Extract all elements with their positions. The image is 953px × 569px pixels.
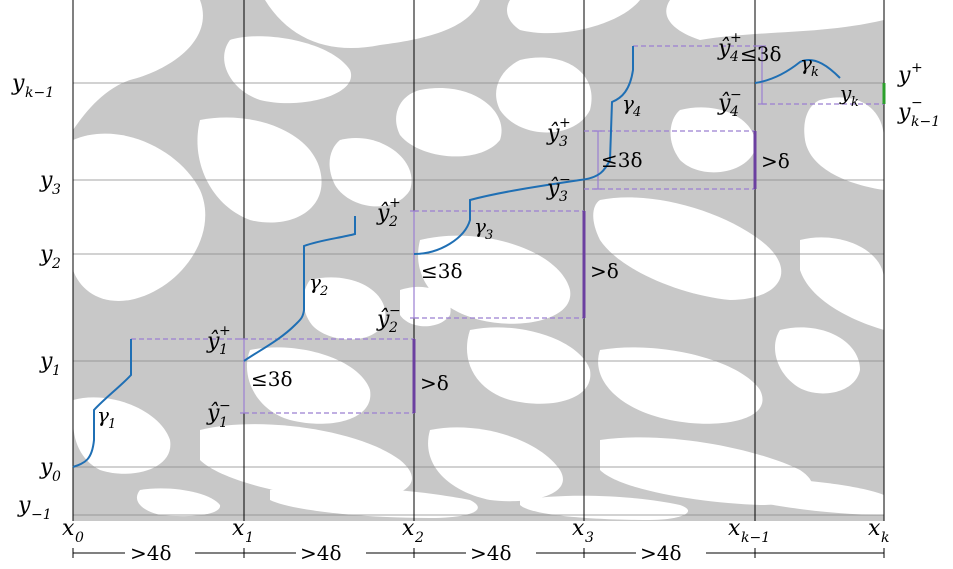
y-axis-labels: y k−1 y 3 y 2 y 1 y 0 y −1 (11, 71, 61, 523)
svg-text:ŷ: ŷ (376, 307, 390, 332)
small-brackets (240, 45, 766, 414)
label-x0: x (62, 516, 75, 541)
dashed-projections (131, 45, 884, 414)
gt-delta-labels: >δ >δ >δ (420, 149, 790, 395)
label-x-km1: x (728, 516, 741, 541)
svg-text:>4δ: >4δ (300, 541, 342, 565)
gap-brackets (412, 131, 757, 413)
svg-text:k: k (851, 95, 859, 110)
svg-text:4: 4 (729, 49, 739, 65)
svg-text:≤3δ: ≤3δ (740, 42, 782, 66)
svg-text:≤3δ: ≤3δ (421, 259, 463, 283)
svg-text:3: 3 (559, 134, 568, 150)
svg-text:>δ: >δ (590, 259, 619, 283)
svg-text:−: − (559, 172, 571, 188)
svg-text:+: + (389, 195, 401, 211)
horizontal-grid (73, 82, 884, 516)
svg-text:y: y (897, 100, 911, 125)
svg-text:4: 4 (632, 105, 641, 120)
svg-text:>δ: >δ (761, 149, 790, 173)
svg-text:≤3δ: ≤3δ (601, 148, 643, 172)
svg-text:+: + (559, 115, 571, 131)
label-y-km1: y (11, 71, 25, 96)
svg-text:>4δ: >4δ (640, 541, 682, 565)
gt-4delta-labels: >4δ >4δ >4δ >4δ (130, 541, 682, 565)
svg-text:4: 4 (729, 104, 739, 120)
svg-text:>4δ: >4δ (470, 541, 512, 565)
svg-text:0: 0 (52, 469, 61, 485)
svg-text:k−1: k−1 (741, 530, 770, 546)
svg-text:−: − (730, 87, 742, 103)
svg-text:ŷ: ŷ (717, 91, 731, 116)
svg-text:3: 3 (585, 530, 594, 546)
svg-text:3: 3 (52, 182, 61, 198)
svg-text:2: 2 (388, 214, 398, 230)
svg-text:−: − (911, 95, 923, 111)
label-y0: y (39, 455, 53, 480)
svg-text:1: 1 (108, 417, 116, 432)
svg-text:ŷ: ŷ (206, 329, 220, 354)
svg-text:k−1: k−1 (25, 85, 54, 101)
svg-text:γ: γ (800, 51, 812, 75)
svg-text:+: + (730, 30, 742, 46)
svg-text:1: 1 (245, 530, 254, 546)
svg-text:−: − (389, 303, 401, 319)
svg-text:0: 0 (75, 530, 84, 546)
svg-text:1: 1 (219, 415, 228, 431)
svg-text:ŷ: ŷ (376, 201, 390, 226)
svg-text:y: y (839, 81, 852, 105)
svg-text:>4δ: >4δ (130, 541, 172, 565)
gamma-2-curve (243, 216, 356, 362)
svg-text:3: 3 (485, 228, 493, 243)
svg-text:γ: γ (622, 91, 634, 115)
x-axis-labels: x 0 x 1 x 2 x 3 x k−1 x k (62, 516, 889, 546)
svg-text:>δ: >δ (420, 371, 449, 395)
svg-text:2: 2 (51, 256, 61, 272)
label-xk: x (868, 516, 881, 541)
svg-text:k: k (811, 65, 819, 80)
gamma-curves (72, 46, 841, 468)
svg-text:2: 2 (414, 530, 424, 546)
svg-text:k: k (881, 530, 889, 546)
svg-text:1: 1 (52, 363, 61, 379)
gamma-3-curve (413, 46, 634, 255)
svg-text:ŷ: ŷ (206, 401, 220, 426)
svg-text:ŷ: ŷ (717, 36, 731, 61)
label-x2: x (402, 516, 415, 541)
svg-text:ŷ: ŷ (546, 176, 560, 201)
yhat-labels: ŷ 1+ ŷ 1− ŷ 2+ ŷ 2− ŷ 3+ ŷ 3− ŷ 4+ ŷ 4− (206, 30, 742, 431)
white-region (73, 0, 884, 520)
svg-text:k−1: k−1 (911, 114, 940, 130)
svg-text:−1: −1 (31, 507, 52, 523)
svg-text:2: 2 (319, 284, 328, 299)
label-y-m1: y (17, 493, 31, 518)
svg-text:2: 2 (388, 320, 398, 336)
label-y2: y (39, 242, 53, 267)
svg-text:≤3δ: ≤3δ (251, 367, 293, 391)
le3delta-labels: ≤3δ ≤3δ ≤3δ ≤3δ (251, 42, 782, 391)
svg-text:1: 1 (219, 342, 228, 358)
gamma-1-curve (72, 339, 132, 468)
svg-text:γ: γ (97, 403, 109, 427)
svg-text:γ: γ (309, 270, 321, 294)
label-x1: x (232, 516, 245, 541)
svg-text:ŷ: ŷ (546, 121, 560, 146)
label-y3: y (39, 168, 53, 193)
bottom-spacing (72, 548, 885, 558)
label-x3: x (572, 516, 585, 541)
svg-text:γ: γ (474, 214, 486, 238)
svg-text:−: − (219, 398, 231, 414)
svg-text:y: y (897, 63, 911, 88)
gamma-k-curve (754, 59, 841, 84)
svg-text:+: + (219, 323, 231, 339)
svg-text:+: + (911, 60, 923, 76)
label-y1: y (39, 349, 53, 374)
svg-text:3: 3 (559, 189, 568, 205)
